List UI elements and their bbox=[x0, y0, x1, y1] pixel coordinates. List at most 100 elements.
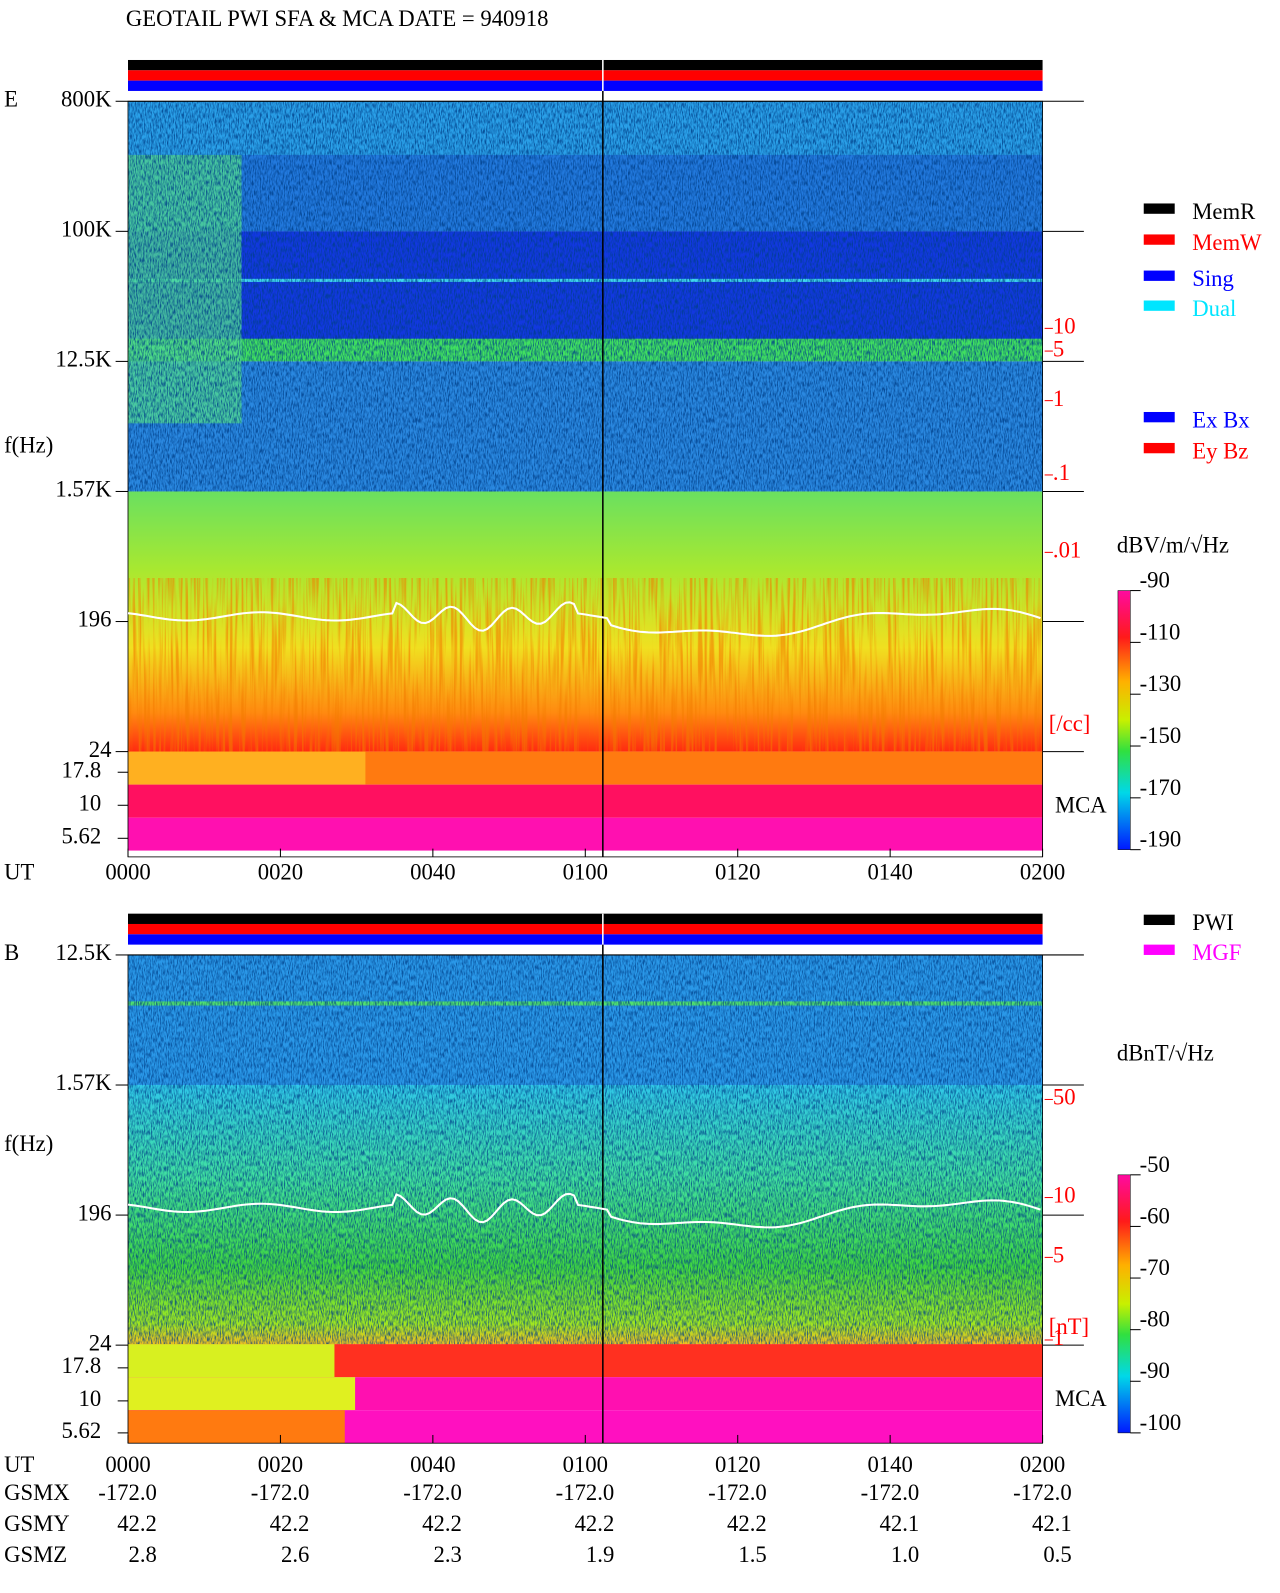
colorbar-tick-label: -80 bbox=[1140, 1307, 1170, 1332]
colorbar-tick-label: -70 bbox=[1140, 1255, 1170, 1280]
legend-label: PWI bbox=[1192, 910, 1234, 935]
orbit-value: 42.1 bbox=[880, 1511, 920, 1536]
panel-label: E bbox=[4, 86, 18, 111]
y-axis-label: f(Hz) bbox=[4, 432, 53, 457]
orbit-label: GSMZ bbox=[4, 1542, 67, 1567]
mca-tick-label: 5.62 bbox=[61, 824, 101, 849]
spectrogram-b bbox=[128, 913, 1043, 1444]
colorbar-tick-label: -170 bbox=[1140, 775, 1182, 800]
x-tick-label: 0040 bbox=[410, 860, 455, 885]
orbit-value: 42.2 bbox=[117, 1511, 157, 1536]
density-tick-label: 10 bbox=[1053, 314, 1076, 339]
density-tick-label: 10 bbox=[1053, 1183, 1076, 1208]
freq-tick-label: 24 bbox=[89, 737, 112, 762]
legend-swatch bbox=[1143, 270, 1175, 281]
orbit-value: 1.0 bbox=[891, 1542, 919, 1567]
status-bar bbox=[128, 923, 1043, 935]
legend-swatch bbox=[1143, 300, 1175, 311]
x-tick-label: 0120 bbox=[715, 1452, 760, 1477]
x-tick-label: 0040 bbox=[410, 1452, 455, 1477]
mca-label: MCA bbox=[1055, 793, 1107, 818]
colorbar-tick-label: -130 bbox=[1140, 671, 1182, 696]
x-tick-label: 0200 bbox=[1020, 860, 1065, 885]
panel-label: B bbox=[4, 940, 19, 965]
density-tick-label: 1 bbox=[1053, 1325, 1064, 1350]
status-bar bbox=[128, 934, 1043, 945]
x-tick-label: 0120 bbox=[715, 860, 760, 885]
legend-label: Sing bbox=[1192, 266, 1234, 291]
x-tick-label: 0000 bbox=[105, 1452, 150, 1477]
legend-label: MemW bbox=[1192, 230, 1262, 255]
orbit-value: 42.2 bbox=[575, 1511, 615, 1536]
orbit-value: -172.0 bbox=[1013, 1480, 1072, 1505]
freq-tick-label: 12.5K bbox=[55, 347, 112, 372]
plasma-trace bbox=[127, 601, 1041, 637]
orbit-value: 2.8 bbox=[129, 1542, 157, 1567]
legend-swatch bbox=[1143, 914, 1175, 926]
x-tick-label: 0200 bbox=[1020, 1452, 1065, 1477]
spectrogram-e bbox=[128, 59, 1043, 857]
orbit-value: 2.6 bbox=[281, 1542, 309, 1567]
x-tick-label: 0100 bbox=[563, 1452, 608, 1477]
freq-tick-label: 800K bbox=[61, 86, 112, 111]
legend-swatch bbox=[1143, 234, 1175, 245]
orbit-value: 42.1 bbox=[1032, 1511, 1072, 1536]
orbit-value: 42.2 bbox=[422, 1511, 462, 1536]
mca-label: MCA bbox=[1055, 1386, 1107, 1411]
density-tick-label: .01 bbox=[1053, 538, 1081, 563]
legend-label: MemR bbox=[1192, 199, 1256, 224]
freq-tick-label: 196 bbox=[77, 607, 111, 632]
colorbar-tick-label: -110 bbox=[1140, 619, 1181, 644]
orbit-value: 1.5 bbox=[738, 1542, 766, 1567]
mca-tick-label: 5.62 bbox=[61, 1418, 101, 1443]
colorbar bbox=[1117, 590, 1131, 850]
colorbar-tick-label: -190 bbox=[1140, 827, 1182, 852]
x-tick-label: 0140 bbox=[867, 860, 912, 885]
colorbar-tick-label: -90 bbox=[1140, 1358, 1170, 1383]
mca-tick-label: 17.8 bbox=[61, 757, 101, 782]
density-unit: [/cc] bbox=[1049, 711, 1091, 736]
x-tick-label: 0020 bbox=[258, 1452, 303, 1477]
density-tick-label: 5 bbox=[1053, 1243, 1064, 1268]
orbit-value: -172.0 bbox=[403, 1480, 462, 1505]
colorbar-tick-label: -60 bbox=[1140, 1203, 1170, 1228]
orbit-value: -172.0 bbox=[98, 1480, 157, 1505]
y-axis-label: f(Hz) bbox=[4, 1131, 53, 1156]
x-tick-label: 0020 bbox=[258, 860, 303, 885]
status-bar bbox=[128, 59, 1043, 71]
x-tick-label: 0140 bbox=[867, 1452, 912, 1477]
density-unit: [nT] bbox=[1049, 1314, 1089, 1339]
colorbar-unit: dBnT/√Hz bbox=[1117, 1040, 1214, 1065]
legend-label: Dual bbox=[1192, 296, 1236, 321]
legend-swatch bbox=[1143, 442, 1175, 454]
colorbar-tick-label: -90 bbox=[1140, 568, 1170, 593]
orbit-value: -172.0 bbox=[708, 1480, 767, 1505]
orbit-value: 42.2 bbox=[727, 1511, 767, 1536]
orbit-value: 1.9 bbox=[586, 1542, 614, 1567]
orbit-value: -172.0 bbox=[251, 1480, 310, 1505]
legend-swatch bbox=[1143, 944, 1175, 955]
plasma-trace bbox=[127, 1192, 1041, 1229]
x-axis-label: UT bbox=[4, 1452, 34, 1477]
status-bar bbox=[128, 913, 1043, 924]
freq-tick-label: 1.57K bbox=[55, 477, 112, 502]
legend-label: Ex Bx bbox=[1192, 408, 1250, 433]
freq-tick-label: 196 bbox=[77, 1200, 111, 1225]
mca-tick-label: 10 bbox=[78, 1386, 101, 1411]
freq-tick-label: 12.5K bbox=[55, 940, 112, 965]
legend-swatch bbox=[1143, 203, 1175, 214]
density-tick-label: 1 bbox=[1053, 386, 1064, 411]
title: GEOTAIL PWI SFA & MCA DATE = 940918 bbox=[126, 6, 549, 31]
orbit-label: GSMY bbox=[4, 1511, 70, 1536]
x-tick-label: 0000 bbox=[105, 860, 150, 885]
freq-tick-label: 24 bbox=[89, 1330, 112, 1355]
status-bar bbox=[128, 80, 1043, 91]
status-bar bbox=[128, 70, 1043, 81]
mca-tick-label: 17.8 bbox=[61, 1353, 101, 1378]
colorbar-tick-label: -100 bbox=[1140, 1410, 1182, 1435]
orbit-value: 0.5 bbox=[1043, 1542, 1071, 1567]
orbit-value: 2.3 bbox=[433, 1542, 461, 1567]
legend-swatch bbox=[1143, 411, 1175, 423]
orbit-value: -172.0 bbox=[861, 1480, 920, 1505]
